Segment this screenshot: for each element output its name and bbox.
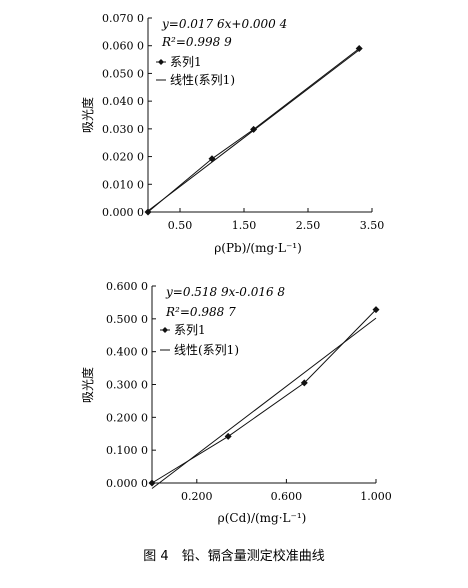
- equation-annotation: R²=0.988 7: [165, 305, 236, 319]
- equation-annotation: y=0.017 6x+0.000 4: [161, 17, 287, 31]
- y-tick-label: 0.030 0: [102, 123, 144, 136]
- legend-trendline-label: 线性(系列1): [174, 343, 239, 357]
- y-tick-label: 0.060 0: [102, 40, 144, 53]
- equation-annotation: R²=0.998 9: [161, 35, 232, 49]
- data-point-marker: [208, 155, 216, 163]
- data-point-marker: [300, 379, 308, 387]
- legend-trendline-label: 线性(系列1): [170, 73, 235, 87]
- data-point-marker: [224, 432, 232, 440]
- x-tick-label: 2.50: [296, 219, 321, 232]
- x-tick-label: 0.600: [271, 490, 303, 503]
- equation-annotation: y=0.518 9x-0.016 8: [165, 285, 285, 299]
- x-tick-label: 3.50: [360, 219, 385, 232]
- y-tick-label: 0.070 0: [102, 12, 144, 25]
- pb-calibration-chart: 0.000 0 0.010 0 0.020 0 0.030 0 0.040 0 0.050…: [80, 12, 384, 255]
- cd-calibration-chart: 0.000 0 0.100 0 0.200 0 0.300 0 0.400 0 0.500…: [80, 280, 392, 525]
- y-tick-label: 0.100 0: [106, 444, 148, 457]
- data-point-marker: [355, 44, 363, 52]
- series-line: [151, 309, 377, 484]
- y-tick-label: 0.040 0: [102, 95, 144, 108]
- y-tick-label: 0.200 0: [106, 411, 148, 424]
- y-tick-label: 0.000 0: [106, 477, 148, 490]
- x-axis-title: ρ(Cd)/(mg·L⁻¹): [218, 511, 307, 525]
- y-tick-label: 0.050 0: [102, 67, 144, 80]
- x-tick-label: 0.200: [181, 490, 213, 503]
- figure-caption: 图 4 铅、镉含量测定校准曲线: [143, 548, 324, 564]
- y-tick-label: 0.000 0: [102, 206, 144, 219]
- y-tick-label: 0.020 0: [102, 151, 144, 164]
- data-point-marker: [250, 125, 258, 133]
- y-axis-title: 吸光度: [80, 367, 95, 403]
- x-tick-label: 1.000: [360, 490, 392, 503]
- data-point-marker: [144, 208, 152, 216]
- data-point-marker: [148, 479, 156, 487]
- y-tick-label: 0.400 0: [106, 346, 148, 359]
- x-axis-title: ρ(Pb)/(mg·L⁻¹): [214, 241, 302, 255]
- y-axis-title: 吸光度: [80, 97, 95, 133]
- x-tick-label: 1.50: [232, 219, 257, 232]
- y-tick-label: 0.600 0: [106, 280, 148, 293]
- y-tick-label: 0.300 0: [106, 379, 148, 392]
- x-tick-label: 0.50: [168, 219, 193, 232]
- y-tick-label: 0.010 0: [102, 178, 144, 191]
- y-tick-label: 0.500 0: [106, 313, 148, 326]
- series-line: [147, 48, 360, 213]
- legend-series-label: 系列1: [174, 323, 206, 337]
- data-point-marker: [372, 306, 380, 314]
- legend-series-marker: [158, 59, 164, 65]
- legend-series-marker: [162, 327, 168, 333]
- legend-series-label: 系列1: [170, 55, 202, 69]
